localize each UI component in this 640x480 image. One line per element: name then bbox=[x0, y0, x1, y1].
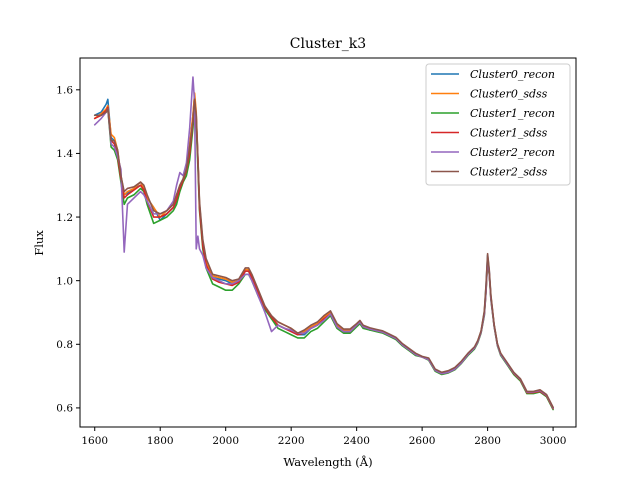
x-tick-label: 2000 bbox=[212, 435, 239, 447]
y-tick-label: 1.4 bbox=[56, 148, 73, 160]
x-tick-label: 3000 bbox=[540, 435, 567, 447]
x-axis: 1600 1800 2000 2200 2400 2600 2800 3000 bbox=[81, 427, 566, 447]
legend-label: Cluster0_sdss bbox=[470, 88, 548, 101]
legend-label: Cluster2_sdss bbox=[470, 166, 548, 179]
x-tick-label: 1800 bbox=[147, 435, 174, 447]
y-tick-label: 1.6 bbox=[56, 85, 73, 97]
y-axis: 0.6 0.8 1.0 1.2 1.4 1.6 bbox=[56, 85, 80, 415]
legend-label: Cluster1_sdss bbox=[470, 127, 548, 140]
x-tick-label: 2800 bbox=[474, 435, 501, 447]
x-tick-label: 2600 bbox=[409, 435, 436, 447]
y-tick-label: 1.2 bbox=[56, 212, 73, 224]
x-axis-label: Wavelength (Å) bbox=[283, 455, 372, 469]
x-tick-label: 1600 bbox=[81, 435, 108, 447]
legend: Cluster0_recon Cluster0_sdss Cluster1_reco… bbox=[425, 63, 571, 186]
y-tick-label: 0.8 bbox=[56, 339, 73, 351]
series-layer bbox=[93, 76, 554, 411]
legend-label: Cluster2_recon bbox=[470, 146, 555, 159]
y-tick-label: 0.6 bbox=[56, 403, 73, 415]
plot-frame bbox=[79, 57, 577, 428]
x-tick-label: 2400 bbox=[343, 435, 370, 447]
chart-title: Cluster_k3 bbox=[290, 36, 366, 52]
legend-label: Cluster0_recon bbox=[470, 68, 555, 81]
y-axis-label: Flux bbox=[32, 230, 46, 256]
series-line-cluster2-sdss bbox=[93, 98, 554, 409]
x-tick-label: 2200 bbox=[278, 435, 305, 447]
legend-items: Cluster0_recon Cluster0_sdss Cluster1_reco… bbox=[431, 68, 555, 179]
y-tick-label: 1.0 bbox=[56, 275, 73, 287]
legend-label: Cluster1_recon bbox=[470, 107, 555, 120]
legend-box bbox=[425, 63, 571, 186]
